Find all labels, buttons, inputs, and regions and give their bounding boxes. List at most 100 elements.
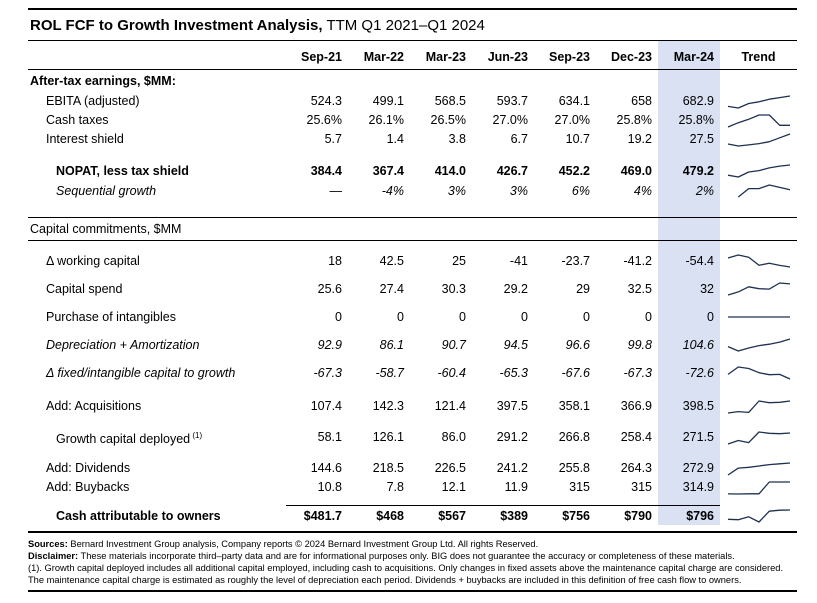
spacer-row [28,447,797,459]
trend-cell [720,480,797,496]
trend-cell [720,132,797,148]
value-cell: 291.2 [496,430,528,444]
row-label: Δ fixed/intangible capital to growth [46,366,236,380]
value-cell: 0 [645,310,652,324]
row-label: EBITA (adjusted) [46,94,140,108]
value-cell: 86.0 [441,430,466,444]
trend-sparkline [727,366,790,380]
disclaimer-text: These materials incorporate third–party … [78,551,735,562]
trend-cell [720,461,797,477]
column-header-mar-23: Mar-23 [425,50,466,64]
row-label: Capital spend [46,282,123,296]
value-cell: 658 [631,94,652,108]
value-cell: 25 [452,254,466,268]
spacer-row [28,201,797,217]
value-cell: $790 [596,505,658,526]
table-row: Purchase of intangibles 0 0 0 0 0 0 0 [28,303,797,331]
value-cell: 58.1 [317,430,342,444]
table-row: NOPAT, less tax shield 384.4 367.4 414.0 426… [28,161,797,181]
value-cell: 271.5 [682,430,714,444]
disclaimer-label: Disclaimer: [28,551,79,562]
value-cell: 0 [521,310,528,324]
trend-cell [720,399,797,415]
value-cell: 226.5 [434,461,466,475]
value-cell: 30.3 [441,282,466,296]
trend-sparkline [727,508,790,523]
table-row: After-tax earnings, $MM: [28,70,797,92]
value-cell: 314.9 [682,480,714,494]
value-cell: 144.6 [310,461,342,475]
value-cell: 94.5 [503,338,528,352]
value-cell: 0 [707,310,714,324]
trend-cell [720,113,797,129]
table-row: Cash taxes 25.6% 26.1% 26.5% 27.0% 27.0% 25.8%… [28,111,797,130]
value-cell: -67.3 [313,366,343,380]
value-cell: 142.3 [372,399,404,413]
value-cell: 266.8 [558,430,590,444]
page-title-suffix: TTM Q1 2021–Q1 2024 [322,17,485,34]
top-rule [28,8,797,10]
trend-column-header: Trend [741,50,776,64]
table-header-row: Sep-21 Mar-22 Mar-23 Jun-23 Sep-23 Dec-23 Mar-… [28,41,797,70]
trend-sparkline [727,399,790,414]
column-header-sep-23: Sep-23 [549,50,590,64]
table-row: Capital spend 25.6 27.4 30.3 29.2 29 32.5 32 [28,275,797,303]
row-label: Purchase of intangibles [46,310,176,324]
trend-cell [720,309,797,325]
row-label: Interest shield [46,132,124,146]
value-cell: 26.1% [368,113,404,127]
value-cell: $567 [410,505,472,526]
value-cell: 10.8 [317,480,342,494]
row-label: After-tax earnings, $MM: [30,74,176,88]
value-cell: -67.3 [623,366,653,380]
table-row: Add: Acquisitions 107.4 142.3 121.4 397.5 358… [28,397,797,416]
trend-sparkline [727,94,790,109]
value-cell: 25.6 [317,282,342,296]
value-cell: 398.5 [682,399,714,413]
row-label: Depreciation + Amortization [46,338,200,352]
value-cell: 524.3 [310,94,342,108]
row-label: Growth capital deployed (1) [56,430,203,447]
value-cell: -65.3 [499,366,529,380]
value-cell: $389 [472,505,534,526]
trend-sparkline [727,132,790,147]
value-cell: -41.2 [623,254,653,268]
value-cell: 479.2 [682,164,714,178]
page-title-main: ROL FCF to Growth Investment Analysis, [30,17,323,34]
value-cell: 264.3 [620,461,652,475]
value-cell: 32 [700,282,714,296]
value-cell: 452.2 [558,164,590,178]
spacer-row [28,149,797,161]
value-cell: 27.4 [379,282,404,296]
table-row: Sequential growth — -4% 3% 3% 6% 4% 2% [28,181,797,201]
value-cell: 99.8 [627,338,652,352]
mar24-highlight-band [658,41,720,525]
trend-cell [720,508,797,524]
table-row: Cash attributable to owners $481.7 $468 $56… [28,505,797,525]
row-label: Δ working capital [46,254,140,268]
value-cell: -23.7 [561,254,591,268]
value-cell: 3% [447,184,466,198]
value-cell: 29 [576,282,590,296]
value-cell: 104.6 [682,338,714,352]
value-cell: 499.1 [372,94,404,108]
trend-sparkline [737,184,790,198]
row-label: Add: Dividends [46,461,131,475]
value-cell: 593.7 [496,94,528,108]
row-label: Cash attributable to owners [56,508,221,523]
value-cell: -54.4 [685,254,715,268]
value-cell: 29.2 [503,282,528,296]
value-cell: 397.5 [496,399,528,413]
value-cell: 258.4 [620,430,652,444]
value-cell: 315 [631,480,652,494]
value-cell: -4% [381,184,404,198]
value-cell: 0 [335,310,342,324]
value-cell: 682.9 [682,94,714,108]
value-cell: 90.7 [441,338,466,352]
value-cell: — [329,184,343,198]
table-row: Capital commitments, $MM [28,217,797,241]
table-bottom-rule [28,531,797,533]
value-cell: $468 [348,505,410,526]
column-header-mar-22: Mar-22 [363,50,404,64]
sources-label: Sources: [28,539,68,549]
